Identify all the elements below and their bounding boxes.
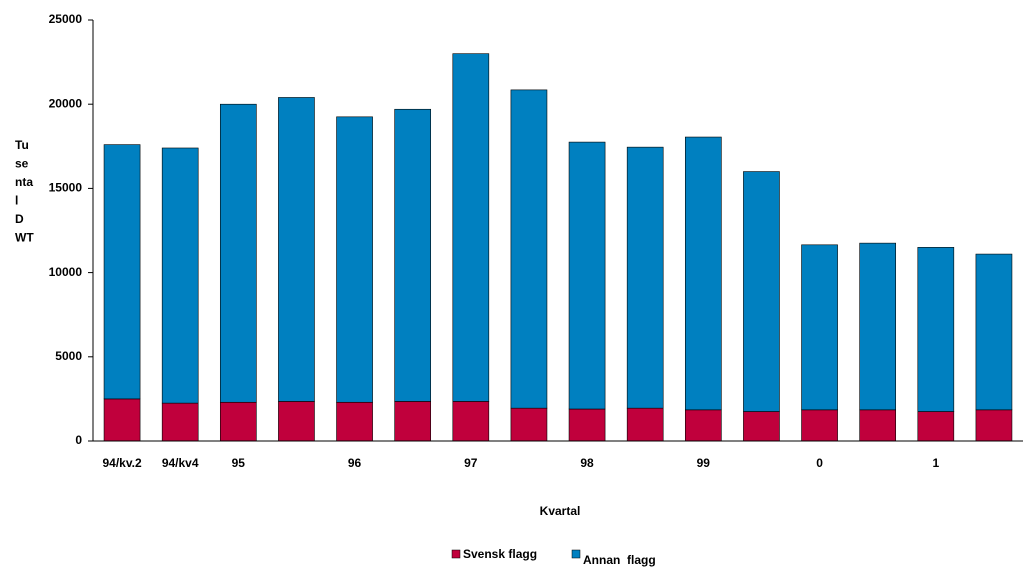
bar-segment — [917, 247, 955, 412]
bar-segment — [336, 116, 373, 403]
y-axis-title: se — [15, 157, 29, 171]
bar-segment — [626, 407, 664, 442]
x-tick-label: 97 — [464, 456, 478, 470]
legend-label: Svensk flagg — [463, 547, 537, 561]
x-tick-label: 1 — [932, 456, 940, 470]
y-axis-title: l — [15, 194, 18, 208]
bar-segment — [568, 408, 606, 442]
bar-segment — [859, 409, 897, 442]
bar-segment — [510, 407, 548, 442]
bar-segment — [917, 411, 955, 442]
bar-segment — [336, 401, 373, 442]
y-tick-label: 20000 — [49, 96, 83, 110]
y-axis-title: nta — [15, 175, 33, 189]
bar-segment — [103, 398, 141, 442]
y-tick-label: 15000 — [49, 181, 83, 195]
bar-segment — [568, 141, 606, 410]
y-tick-label: 5000 — [55, 349, 82, 363]
x-tick-label: 94/kv.2 — [102, 456, 142, 470]
bar-segment — [743, 411, 780, 442]
bar-segment — [161, 402, 199, 442]
bar-segment — [801, 409, 838, 442]
bar-segment — [510, 89, 548, 409]
bar-segment — [161, 147, 199, 404]
x-tick-label: 94/kv4 — [161, 456, 199, 470]
bar-segment — [975, 253, 1013, 411]
bar-segment — [626, 146, 664, 409]
y-axis-title: D — [15, 212, 24, 226]
legend-swatch — [571, 549, 581, 559]
y-axis-title: WT — [15, 231, 34, 245]
y-tick-label: 25000 — [49, 12, 83, 26]
bar-segment — [975, 409, 1013, 442]
legend-swatch — [451, 549, 461, 559]
y-tick-label: 0 — [75, 433, 82, 447]
x-tick-label: 98 — [580, 456, 594, 470]
x-tick-label: 99 — [696, 456, 710, 470]
bar-segment — [801, 244, 838, 411]
bar-segment — [684, 136, 722, 411]
bar-segment — [452, 401, 490, 442]
bar-segment — [103, 144, 141, 400]
legend-label: Annan flagg — [583, 553, 656, 567]
bar-segment — [219, 401, 257, 442]
bar-segment — [278, 401, 315, 442]
y-axis-title: Tu — [15, 138, 29, 152]
bar-segment — [859, 242, 897, 411]
bar-segment — [394, 108, 432, 402]
bar-segment — [219, 103, 257, 403]
x-tick-label: 0 — [816, 456, 823, 470]
x-tick-label: 95 — [231, 456, 245, 470]
bar-segment — [452, 53, 490, 402]
bar-segment — [394, 401, 432, 442]
bar-segment — [684, 409, 722, 442]
y-tick-label: 10000 — [49, 265, 83, 279]
x-tick-label: 96 — [347, 456, 362, 470]
bar-segment — [278, 97, 315, 402]
bar-segment — [743, 171, 780, 412]
x-axis-title: Kvartal — [540, 504, 581, 518]
